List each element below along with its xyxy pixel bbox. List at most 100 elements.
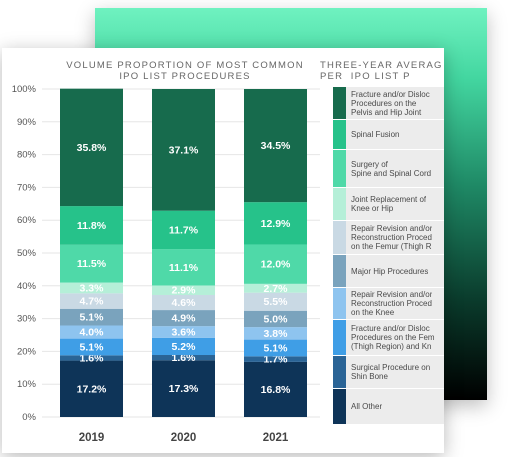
legend-item: Joint Replacement of Knee or Hip [333,188,444,221]
legend-swatch [333,320,346,355]
x-tick-label: 2019 [79,432,105,444]
legend-label: Fracture and/or Disloc Procedures on the… [351,324,435,351]
bar-segment [152,89,215,211]
legend-swatch [333,150,346,187]
x-tick-label: 2021 [263,432,289,444]
legend-item: Fracture and/or Disloc Procedures on the… [333,87,444,120]
y-tick-label: 40% [17,281,37,292]
y-tick-label: 10% [17,379,37,390]
y-tick-label: 60% [17,215,37,226]
bar-segment [244,202,307,245]
legend-label: Surgery of Spine and Spinal Cord [351,159,432,178]
y-tick-label: 80% [17,150,37,161]
bar-segment [60,308,123,326]
bar-segment [60,293,123,309]
data-label: 5.1% [264,342,289,354]
data-label: 12.9% [261,218,291,230]
bar-segment [60,88,123,207]
data-label: 5.1% [80,312,105,324]
legend-swatch [333,188,346,220]
bar-segment [60,282,123,294]
data-label: 3.8% [264,328,289,340]
chart-title: VOLUME PROPORTION OF MOST COMMON IPO LIS… [66,60,304,82]
legend-label: Surgical Procedure on Shin Bone [351,363,431,381]
bar-segment [152,337,215,356]
data-label: 11.8% [77,220,107,232]
legend-item: Major Hip Procedures [333,255,444,288]
legend-swatch [333,221,346,254]
data-label: 35.8% [77,142,107,154]
bar-segment [152,360,215,417]
bar-segment [244,283,307,293]
bar-segment [152,249,215,286]
legend-item: Surgical Procedure on Shin Bone [333,356,444,389]
bar-segment [152,355,215,361]
legend-swatch [333,288,346,319]
y-tick-label: 20% [17,346,37,357]
chart-card: VOLUME PROPORTION OF MOST COMMON IPO LIS… [2,48,444,453]
data-label: 1.6% [172,352,197,364]
bar-segment [60,244,123,283]
legend-swatch [333,255,346,287]
bar-segment [152,326,215,338]
legend-item: All Other [333,389,444,425]
bar-segment [152,285,215,295]
data-label: 12.0% [261,259,291,271]
data-label: 5.2% [172,341,197,353]
legend-item: Spinal Fusion [333,120,444,150]
data-label: 17.3% [169,383,199,395]
bar-segment [244,361,307,417]
bar-segment [244,339,307,357]
bar-segment [60,355,123,361]
legend-label: Fracture and/or Disloc Procedures on the… [351,89,430,117]
legend-item: Repair Revision and/or Reconstruction Pr… [333,288,444,320]
bar-segment [60,206,123,245]
bar-segment [152,310,215,327]
data-label: 5.1% [80,341,105,353]
legend-item: Surgery of Spine and Spinal Cord [333,150,444,188]
data-label: 2.7% [264,283,289,295]
data-label: 4.6% [172,297,197,309]
bar-segment [244,89,307,203]
legend-swatch [333,87,346,119]
data-label: 5.5% [264,296,289,308]
data-label: 1.6% [80,352,105,364]
legend-swatch [333,120,346,149]
data-label: 3.6% [172,327,197,339]
bar-segment [60,360,123,417]
data-label: 37.1% [169,144,199,156]
bar-segment [60,325,123,339]
data-label: 11.1% [169,262,199,274]
y-tick-label: 0% [22,412,36,423]
y-tick-label: 50% [17,248,37,259]
data-label: 11.5% [77,258,107,270]
y-tick-label: 100% [12,84,37,95]
bar-segment [60,338,123,356]
x-tick-label: 2020 [171,432,197,444]
legend-item: Repair Revision and/or Reconstruction Pr… [333,221,444,255]
data-label: 1.7% [264,354,289,366]
data-label: 5.0% [264,313,289,325]
bar-segment [244,356,307,362]
data-label: 4.9% [172,313,197,325]
legend-label: Repair Revision and/or Reconstruction Pr… [351,290,433,317]
data-label: 2.9% [172,285,197,297]
legend-label: Joint Replacement of Knee or Hip [351,195,427,213]
stacked-bar-chart: 0% 10% 20% 30% 40% 50% 60% 70% 80% 90% 100% 17.2% 1.… [12,84,320,444]
data-label: 4.7% [80,296,105,308]
legend-label: Major Hip Procedures [351,266,429,276]
legend-item: Fracture and/or Disloc Procedures on the… [333,320,444,356]
legend-label: Spinal Fusion [351,130,400,139]
legend: Fracture and/or Disloc Procedures on the… [333,87,444,425]
y-tick-label: 30% [17,314,37,325]
legend-label: All Other [351,402,383,411]
bar-segment [152,210,215,250]
y-tick-label: 90% [17,117,37,128]
bar-segment [244,244,307,284]
bar-segment [244,310,307,328]
bar-segment [244,292,307,311]
bar-segment [152,294,215,311]
data-label: 4.0% [80,327,105,339]
data-label: 11.7% [169,224,199,236]
legend-swatch [333,389,346,424]
